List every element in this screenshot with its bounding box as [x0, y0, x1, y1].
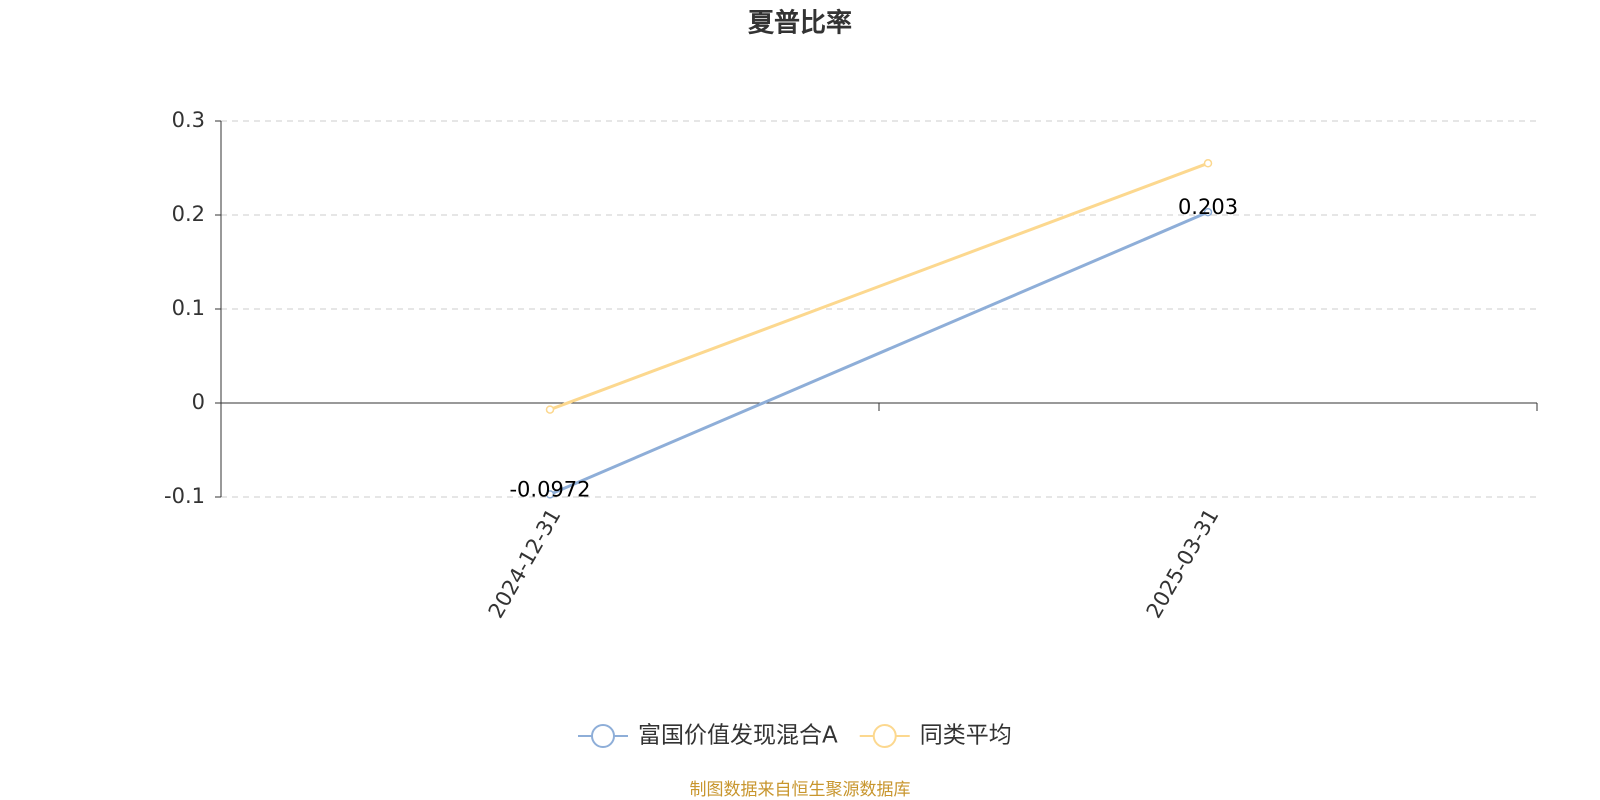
point — [545, 405, 555, 414]
data-label: 0.203 — [1178, 195, 1238, 219]
legend-icon[interactable] — [872, 724, 897, 748]
y-tick-label: 0.3 — [172, 108, 205, 132]
data-label: -0.0972 — [509, 477, 590, 501]
point — [1203, 207, 1213, 217]
y-tick-label: 0.2 — [172, 202, 205, 226]
y-tick-label: -0.1 — [164, 484, 205, 508]
point — [1203, 159, 1213, 168]
x-tick-label: 2025-03-31 — [1142, 505, 1224, 623]
legend-label[interactable]: 同类平均 — [920, 723, 1012, 749]
point — [545, 490, 555, 499]
legend-label[interactable]: 富国价值发现混合A — [638, 723, 838, 749]
legend-icon[interactable] — [591, 724, 615, 748]
series-line — [549, 161, 1209, 411]
x-tick-label: 2024-12-31 — [484, 505, 566, 623]
series-line — [549, 210, 1209, 496]
source-note: 制图数据来自恒生聚源数据库 — [690, 780, 911, 800]
chart-title: 夏普比率 — [748, 8, 852, 39]
y-tick-label: 0 — [192, 390, 205, 414]
y-tick-label: 0.1 — [172, 296, 205, 320]
